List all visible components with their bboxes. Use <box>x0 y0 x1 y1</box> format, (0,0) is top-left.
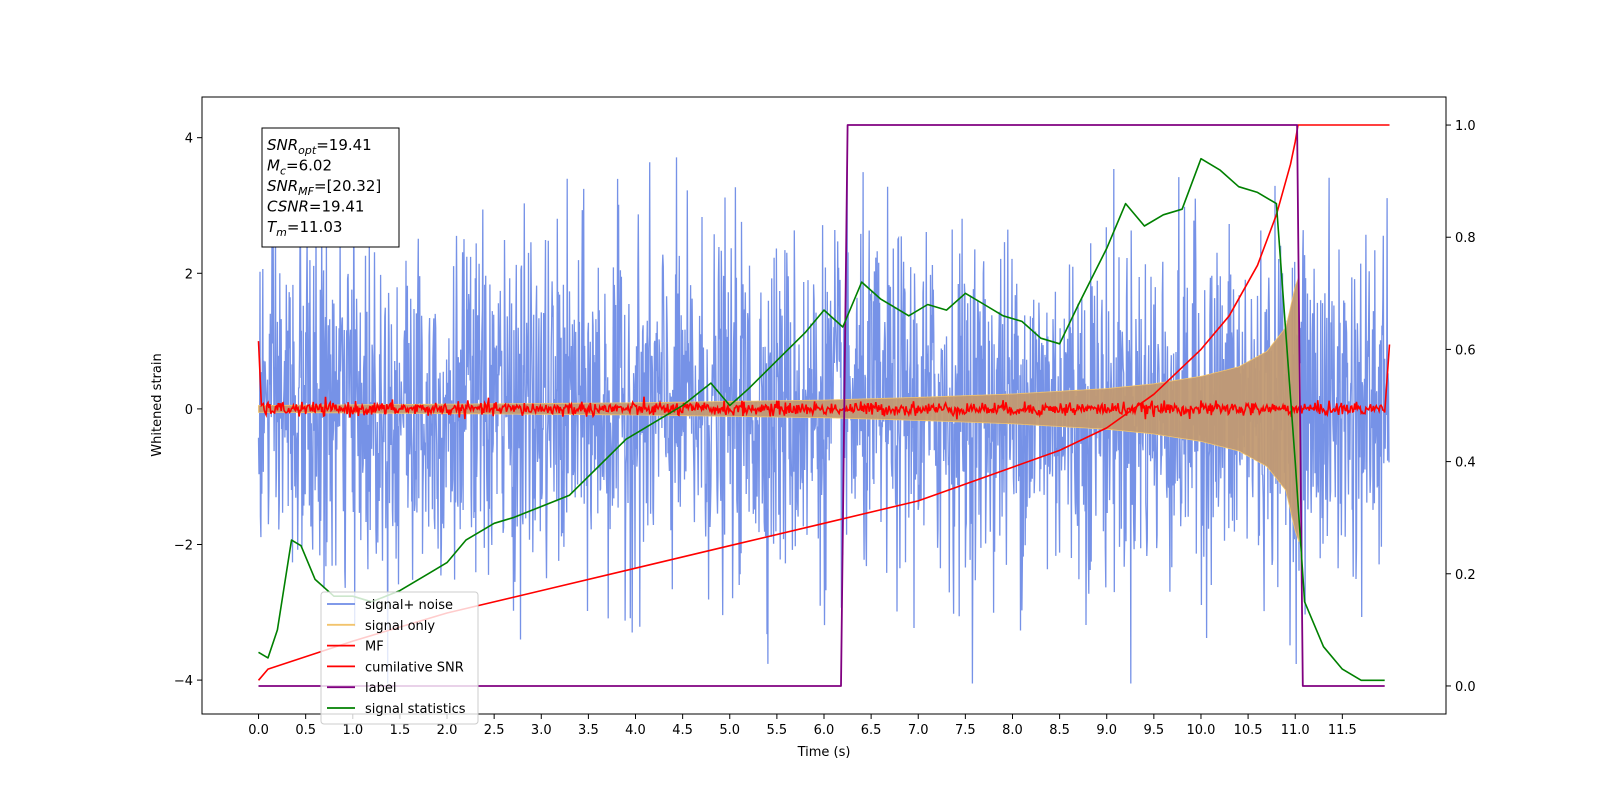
x-tick-label: 5.0 <box>719 723 740 738</box>
y-tick-label: 2 <box>185 267 193 282</box>
x-tick-label: 1.5 <box>390 723 411 738</box>
x-tick-label: 4.0 <box>625 723 646 738</box>
series-label <box>258 124 1385 687</box>
annotation-line: Tm=11.03 <box>267 218 342 239</box>
x-tick-label: 3.0 <box>531 723 552 738</box>
series-mf <box>257 341 1391 420</box>
y2-tick-label: 0.6 <box>1455 343 1476 358</box>
annotation-line: Mc=6.02 <box>267 157 332 178</box>
annotation-line: SNRMF=[20.32] <box>267 177 381 198</box>
x-tick-label: 1.0 <box>342 723 363 738</box>
legend: signal+ noise signal only MF cumilative SNR… <box>320 591 479 725</box>
y2-tick-label: 0.4 <box>1455 456 1476 471</box>
y2-tick-label: 0.0 <box>1455 680 1476 695</box>
x-tick-label: 9.5 <box>1144 723 1165 738</box>
x-tick-label: 2.0 <box>437 723 458 738</box>
x-tick-label: 11.0 <box>1281 723 1310 738</box>
y-tick-label: −2 <box>174 538 193 553</box>
x-tick-label: 7.5 <box>955 723 976 738</box>
x-tick-label: 6.0 <box>814 723 835 738</box>
legend-frame <box>320 591 479 725</box>
y-tick-label: 4 <box>185 132 193 147</box>
annotation-line: CSNR=19.41 <box>267 198 364 216</box>
legend-entry-label: signal+ noise <box>365 598 453 613</box>
y-tick-label: 0 <box>185 403 193 418</box>
legend-entry-label: label <box>365 681 396 696</box>
x-tick-label: 5.5 <box>767 723 788 738</box>
y-tick-label: −4 <box>174 674 193 689</box>
x-tick-label: 3.5 <box>578 723 599 738</box>
stats-annotation-box: SNRopt=19.41Mc=6.02SNRMF=[20.32]CSNR=19.… <box>261 127 400 248</box>
legend-entry-label: cumilative SNR <box>365 660 464 675</box>
x-tick-label: 8.0 <box>1002 723 1023 738</box>
y2-tick-label: 0.8 <box>1455 231 1476 246</box>
x-tick-label: 10.5 <box>1234 723 1263 738</box>
annotation-frame <box>261 127 400 248</box>
legend-entry-label: MF <box>365 640 384 655</box>
x-tick-label: 10.0 <box>1186 723 1215 738</box>
x-tick-label: 4.5 <box>672 723 693 738</box>
legend-entry-label: signal statistics <box>365 702 466 717</box>
x-tick-label: 0.5 <box>295 723 316 738</box>
legend-entry-label: signal only <box>365 619 435 634</box>
annotation-line: SNRopt=19.41 <box>267 136 372 157</box>
y-axis-left: −4 −2 0 2 4 <box>174 132 202 689</box>
x-axis-label: Time (s) <box>797 745 851 760</box>
x-axis: 0.0 0.5 1.0 1.5 2.0 2.5 3.0 3.5 4.0 4.5 5.0 5.5 6.0 6… <box>248 714 1357 738</box>
y2-tick-label: 1.0 <box>1455 119 1476 134</box>
x-tick-label: 7.0 <box>908 723 929 738</box>
x-tick-label: 9.0 <box>1096 723 1117 738</box>
x-tick-label: 6.5 <box>861 723 882 738</box>
x-tick-label: 11.5 <box>1328 723 1357 738</box>
x-tick-label: 0.0 <box>248 723 269 738</box>
y2-tick-label: 0.2 <box>1455 568 1476 583</box>
x-tick-label: 8.5 <box>1049 723 1070 738</box>
series-layer <box>257 124 1391 687</box>
y-axis-right: 0.0 0.2 0.4 0.6 0.8 1.0 <box>1446 119 1476 695</box>
series-signal-statistics <box>258 157 1385 682</box>
y-axis-label: Whitened strain <box>150 353 165 456</box>
x-tick-label: 2.5 <box>484 723 505 738</box>
